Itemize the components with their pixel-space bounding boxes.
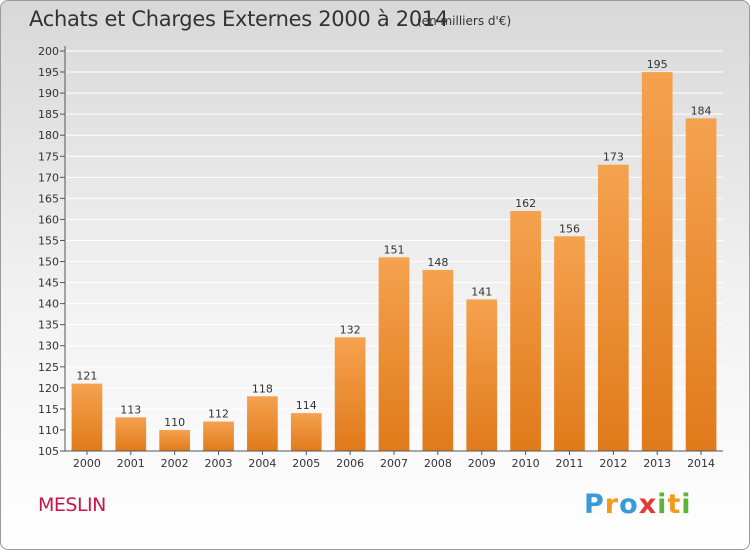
x-tick-label: 2006 [336, 457, 364, 470]
town-name: MESLIN [38, 494, 106, 516]
data-label: 132 [340, 323, 361, 336]
y-tick-label: 165 [38, 192, 59, 205]
bar [597, 164, 629, 451]
bar [290, 413, 322, 451]
y-tick-label: 150 [38, 256, 59, 269]
bar [510, 211, 541, 451]
chart-title: Achats et Charges Externes 2000 à 2014 [29, 7, 449, 31]
bar [466, 299, 498, 451]
x-tick-label: 2014 [687, 457, 715, 470]
bar [685, 118, 717, 452]
y-tick-label: 115 [38, 403, 59, 416]
x-tick-label: 2013 [643, 457, 671, 470]
data-label: 141 [471, 285, 492, 298]
data-label: 162 [515, 197, 536, 210]
data-label: 113 [120, 403, 141, 416]
x-tick-label: 2001 [117, 457, 145, 470]
data-label: 184 [691, 104, 712, 117]
bar [554, 236, 585, 451]
bar [641, 72, 673, 451]
chart-subtitle: (en milliers d'€) [417, 14, 512, 28]
x-tick-label: 2009 [468, 457, 496, 470]
x-tick-label: 2007 [380, 457, 408, 470]
data-label: 151 [384, 243, 405, 256]
y-tick-label: 195 [38, 66, 59, 79]
y-tick-label: 130 [38, 340, 59, 353]
x-tick-label: 2004 [248, 457, 276, 470]
data-label: 112 [208, 408, 229, 421]
y-tick-label: 125 [38, 361, 59, 374]
x-tick-label: 2008 [424, 457, 452, 470]
bar [378, 257, 410, 451]
x-tick-label: 2005 [292, 457, 320, 470]
x-tick-label: 2002 [161, 457, 189, 470]
y-tick-label: 135 [38, 319, 59, 332]
x-tick-label: 2010 [512, 457, 540, 470]
bar [247, 396, 278, 451]
y-tick-label: 155 [38, 234, 59, 247]
x-tick-label: 2003 [205, 457, 233, 470]
data-label: 195 [647, 58, 668, 71]
proxiti-logo: Proxiti [584, 489, 692, 520]
data-label: 118 [252, 382, 273, 395]
y-tick-label: 110 [38, 424, 59, 437]
y-tick-label: 175 [38, 150, 59, 163]
bar [115, 417, 147, 451]
data-label: 173 [603, 151, 624, 164]
data-label: 148 [427, 256, 448, 269]
x-tick-label: 2011 [555, 457, 583, 470]
bar [334, 337, 366, 451]
data-label: 156 [559, 222, 580, 235]
y-tick-label: 180 [38, 129, 59, 142]
bar [71, 383, 103, 451]
bar [159, 429, 191, 451]
y-tick-label: 120 [38, 382, 59, 395]
bar [203, 421, 234, 451]
y-tick-label: 190 [38, 87, 59, 100]
y-tick-label: 160 [38, 213, 59, 226]
y-tick-label: 185 [38, 108, 59, 121]
y-tick-label: 170 [38, 171, 59, 184]
y-tick-label: 105 [38, 445, 59, 458]
bar [422, 269, 454, 451]
data-label: 110 [164, 416, 185, 429]
y-tick-label: 145 [38, 277, 59, 290]
x-tick-label: 2012 [599, 457, 627, 470]
data-label: 114 [296, 399, 317, 412]
x-tick-label: 2000 [73, 457, 101, 470]
data-label: 121 [76, 370, 97, 383]
y-tick-label: 200 [38, 45, 59, 58]
y-tick-label: 140 [38, 298, 59, 311]
